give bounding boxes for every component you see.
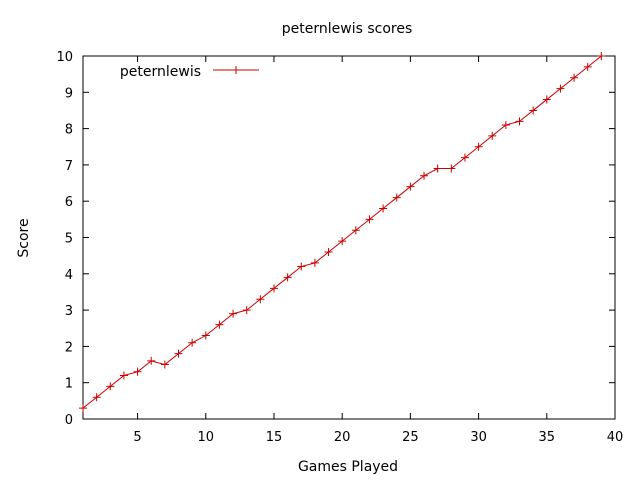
x-tick-label: 30	[470, 430, 487, 445]
y-axis-title: Score	[16, 218, 32, 257]
data-point	[433, 164, 442, 173]
y-tick-label: 7	[65, 159, 73, 174]
data-point	[515, 117, 524, 126]
data-point	[188, 338, 197, 347]
data-point	[256, 295, 265, 304]
data-point	[242, 306, 251, 315]
y-tick-label: 10	[56, 50, 73, 65]
x-tick-label: 20	[334, 430, 351, 445]
series-peternlewis	[79, 52, 606, 413]
y-tick-label: 2	[65, 340, 73, 355]
data-point	[269, 284, 278, 293]
data-point	[133, 367, 142, 376]
data-point	[338, 237, 347, 246]
data-point	[79, 404, 87, 413]
data-point	[351, 226, 360, 235]
data-point	[283, 273, 292, 282]
y-tick-label: 5	[65, 232, 73, 247]
data-point	[229, 309, 238, 318]
data-point	[174, 349, 183, 358]
data-point	[583, 62, 592, 71]
data-point	[119, 371, 128, 380]
y-tick-label: 6	[65, 195, 73, 210]
legend-marker	[232, 66, 240, 74]
data-point	[392, 193, 401, 202]
y-tick-label: 4	[65, 268, 73, 283]
data-point	[420, 171, 429, 180]
x-tick-label: 25	[402, 430, 419, 445]
data-point	[529, 106, 538, 115]
data-point	[147, 356, 156, 365]
y-tick-label: 3	[65, 304, 73, 319]
data-point	[365, 215, 374, 224]
data-point	[406, 182, 415, 191]
x-tick-label: 35	[539, 430, 556, 445]
data-point	[379, 204, 388, 213]
x-tick-label: 40	[607, 430, 624, 445]
legend: peternlewis	[120, 64, 259, 80]
data-point	[460, 153, 469, 162]
x-axis-title: Games Played	[298, 459, 398, 475]
data-point	[570, 73, 579, 82]
series-line	[82, 55, 602, 409]
x-tick-label: 10	[197, 430, 214, 445]
data-point	[201, 331, 210, 340]
data-point	[160, 360, 169, 369]
data-point	[501, 120, 510, 129]
data-point	[597, 52, 606, 60]
data-point	[215, 320, 224, 329]
y-tick-label: 0	[65, 413, 73, 428]
x-tick-label: 15	[266, 430, 283, 445]
y-tick-label: 9	[65, 86, 73, 101]
data-point	[556, 84, 565, 93]
x-tick-label: 5	[133, 430, 141, 445]
data-point	[310, 258, 319, 267]
data-point	[324, 248, 333, 257]
data-point	[106, 382, 115, 391]
data-point	[447, 164, 456, 173]
y-tick-label: 1	[65, 377, 73, 392]
chart-title: peternlewis scores	[282, 21, 412, 37]
data-point	[474, 142, 483, 151]
data-point	[297, 262, 306, 271]
data-point	[488, 131, 497, 140]
y-tick-label: 8	[65, 123, 73, 138]
y-axis: 0 1 2 3 4 5 6 7 8 9 10	[56, 50, 615, 428]
data-point	[542, 95, 551, 104]
data-point	[92, 393, 101, 402]
legend-sample-peternlewis	[213, 66, 259, 74]
x-axis: 5 10 15 20 25 30 35 40	[133, 56, 623, 445]
legend-label-peternlewis: peternlewis	[120, 64, 201, 80]
